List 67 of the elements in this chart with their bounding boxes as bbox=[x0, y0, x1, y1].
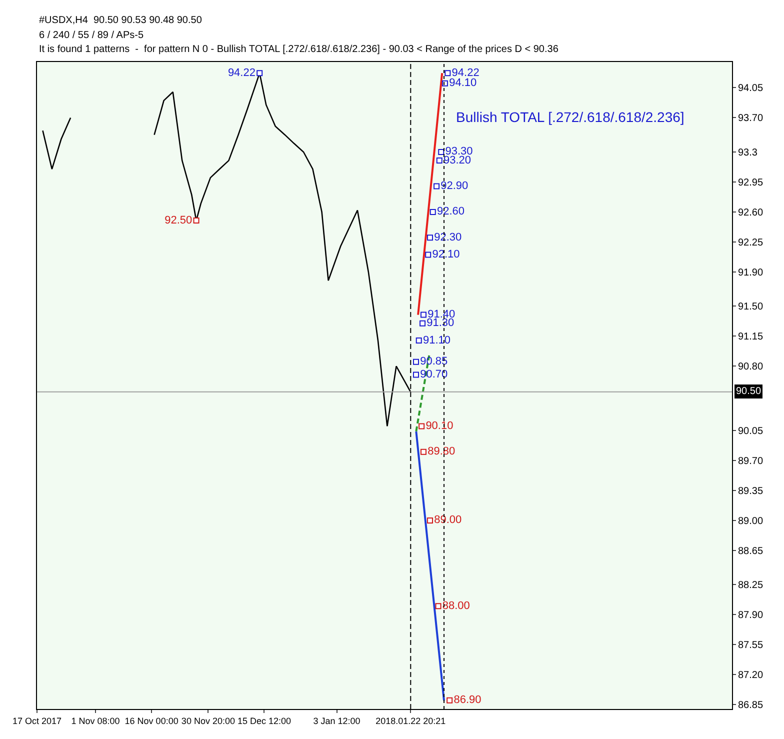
data-label: 92.50 bbox=[164, 214, 192, 226]
point bbox=[256, 70, 263, 76]
point bbox=[413, 372, 419, 378]
y-tick-label: 89.00 bbox=[738, 516, 764, 527]
point bbox=[434, 183, 440, 190]
data-label: 93.20 bbox=[444, 154, 472, 166]
data-label: 92.90 bbox=[440, 180, 468, 192]
point bbox=[430, 208, 436, 215]
y-tick-label: 91.15 bbox=[738, 332, 764, 343]
data-label: 94.22 bbox=[452, 66, 480, 79]
x-tick-label: 1 Nov 08:00 bbox=[71, 716, 120, 726]
text: #USDX,H4 90.50 90.53 90.48 90.50 bbox=[39, 15, 202, 26]
annotation: Bullish TOTAL [.272/.618/.618/2.236] bbox=[456, 109, 684, 125]
point bbox=[416, 338, 422, 344]
point bbox=[436, 158, 442, 164]
point bbox=[446, 697, 453, 704]
x-tick-label: 16 Nov 00:00 bbox=[124, 716, 178, 726]
y-tick-label: 92.95 bbox=[738, 177, 764, 188]
data-label: 92.10 bbox=[432, 248, 460, 261]
data-label: 86.90 bbox=[454, 694, 482, 706]
y-tick-label: 91.50 bbox=[738, 302, 764, 313]
y-tick-label: 88.25 bbox=[738, 580, 764, 592]
data-label: 89.00 bbox=[434, 514, 462, 526]
point bbox=[420, 312, 426, 318]
y-tick-label: 87.90 bbox=[738, 610, 764, 622]
x-tick-label: 30 Nov 20:00 bbox=[181, 716, 235, 726]
data-label: 94.10 bbox=[449, 77, 477, 90]
y-tick-label: 93.3 bbox=[738, 147, 758, 158]
y-tick-label: 92.25 bbox=[738, 237, 764, 248]
point bbox=[420, 448, 426, 455]
x-tick-label: 2018.01.22 20:21 bbox=[376, 716, 446, 726]
y-tick-label: 91.90 bbox=[738, 267, 764, 278]
y-tick-label: 94.05 bbox=[738, 83, 764, 94]
data-label: 91.10 bbox=[422, 334, 451, 346]
data-label: 90.85 bbox=[420, 356, 448, 368]
point bbox=[444, 70, 451, 76]
data-label: 94.22 bbox=[228, 66, 256, 79]
data-label: 92.60 bbox=[436, 206, 465, 218]
point bbox=[413, 358, 419, 365]
data-label: 90.10 bbox=[426, 420, 454, 432]
point bbox=[427, 517, 434, 524]
data-label: 89.80 bbox=[428, 446, 456, 458]
y-tick-label: 89.35 bbox=[738, 486, 764, 497]
point bbox=[438, 148, 444, 155]
point bbox=[418, 423, 425, 430]
y-tick-label: 90.05 bbox=[738, 426, 764, 437]
y-tick-label: 88.65 bbox=[738, 546, 764, 557]
y-tick-label: 87.20 bbox=[738, 670, 764, 682]
point bbox=[193, 218, 200, 224]
point bbox=[435, 603, 442, 610]
y-tick-label: 92.60 bbox=[738, 207, 764, 218]
y-tick-label: 93.70 bbox=[738, 113, 764, 124]
x-tick-label: 3 Jan 12:00 bbox=[313, 716, 360, 726]
y-tick-label: 90.80 bbox=[738, 362, 764, 373]
point bbox=[420, 320, 426, 326]
x-tick-label: 17 Oct 2017 bbox=[12, 716, 62, 726]
data-label: 92.30 bbox=[434, 231, 462, 244]
ref-line-label: 90.50 bbox=[736, 386, 762, 397]
data-label: 88.00 bbox=[442, 600, 470, 612]
text: It is found 1 patterns - for pattern N 0 - Bullish TOTAL [.272/.618/.618/2.236] - 90.03 < Range of the prices D < 90.36 bbox=[39, 44, 559, 55]
point bbox=[425, 252, 432, 258]
y-tick-label: 89.70 bbox=[738, 456, 764, 467]
x-tick-label: 15 Dec 12:00 bbox=[237, 716, 291, 726]
y-tick-label: 87.55 bbox=[738, 640, 764, 652]
text: 6 / 240 / 55 / 89 / APs-5 bbox=[39, 30, 144, 41]
point bbox=[427, 234, 434, 241]
y-tick-label: 86.85 bbox=[738, 700, 764, 712]
